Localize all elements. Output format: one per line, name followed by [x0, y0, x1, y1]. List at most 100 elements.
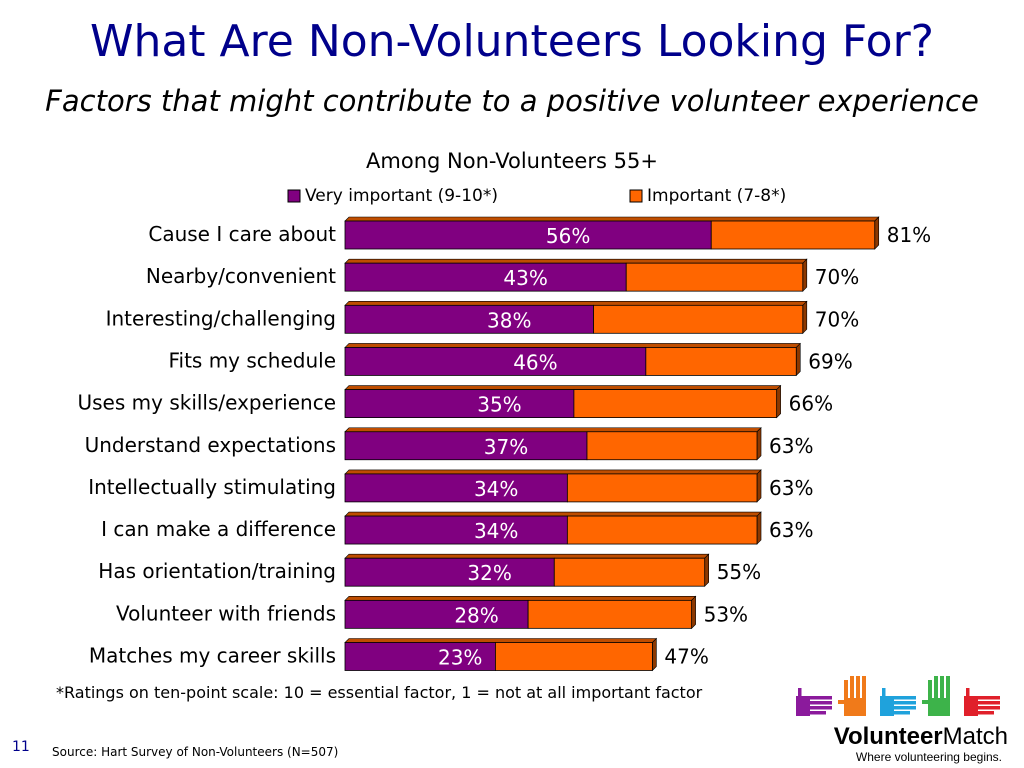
slide-subtitle: Factors that might contribute to a posit… — [45, 84, 979, 118]
hand-shape — [810, 706, 832, 710]
total-value-label: 66% — [789, 392, 833, 416]
bar-very-important — [344, 642, 496, 671]
category-label: Has orientation/training — [98, 559, 336, 583]
category-label: Interesting/challenging — [106, 306, 336, 330]
hand-shape — [880, 696, 894, 716]
total-value-label: 63% — [769, 476, 813, 500]
hand-shape — [796, 696, 810, 716]
hand-shape — [856, 676, 860, 698]
bar-side-face — [756, 511, 762, 545]
bar-top-face — [344, 385, 782, 390]
bar-very-important — [344, 557, 555, 587]
bar-top-face — [344, 216, 880, 222]
legend-swatch — [287, 189, 301, 203]
logo-wordmark: VolunteerMatch — [788, 724, 1008, 750]
bar-side-face — [691, 595, 696, 630]
bar-very-important — [344, 473, 568, 503]
category-label: Cause I care about — [148, 222, 336, 246]
category-label: Matches my career skills — [89, 644, 336, 668]
hand-shape — [810, 696, 832, 700]
category-label: I can make a difference — [101, 517, 336, 541]
hand-shape — [810, 711, 826, 715]
hand-shape — [966, 688, 970, 697]
hand-shape — [928, 698, 950, 716]
hand-shape — [928, 680, 932, 702]
hand-shape — [934, 676, 938, 698]
total-value-label: 53% — [704, 602, 748, 626]
hand-shape — [940, 676, 944, 698]
very-important-value-label: 32% — [467, 561, 511, 585]
bar-top-face — [344, 258, 808, 264]
rating-scale-footnote: *Ratings on ten-point scale: 10 = essent… — [56, 683, 703, 702]
bar-top-face — [344, 427, 762, 433]
logo-brand-bold: Volunteer — [833, 723, 943, 750]
hand-shape — [894, 701, 916, 705]
logo-brand-regular: Match — [942, 723, 1008, 750]
hands-logo-icon — [796, 676, 1000, 716]
very-important-value-label: 37% — [484, 435, 528, 459]
stacked-bar-chart: Among Non-Volunteers 55+ Very important (… — [78, 149, 931, 672]
bar-very-important — [344, 389, 575, 419]
hand-shape — [978, 706, 1000, 710]
bar-important — [573, 389, 778, 419]
total-value-label: 47% — [664, 645, 708, 669]
category-label: Nearby/convenient — [146, 264, 336, 288]
hand-shape — [978, 701, 1000, 705]
very-important-value-label: 34% — [474, 519, 518, 543]
slide-title: What Are Non-Volunteers Looking For? — [89, 16, 935, 67]
bar-very-important — [344, 262, 627, 292]
bar-very-important — [344, 431, 588, 461]
hand-shape — [810, 701, 832, 705]
bar-side-face — [874, 216, 880, 250]
bar-side-face — [795, 342, 801, 377]
bar-very-important — [344, 599, 529, 629]
bar-important — [566, 515, 758, 545]
total-value-label: 69% — [808, 349, 852, 373]
very-important-value-label: 46% — [513, 350, 557, 374]
bar-side-face — [756, 427, 762, 461]
hand-shape — [946, 676, 950, 698]
bar-very-important — [344, 304, 594, 334]
total-value-label: 55% — [717, 560, 761, 584]
bar-top-face — [344, 553, 710, 559]
legend-swatch — [629, 189, 643, 203]
very-important-value-label: 23% — [438, 646, 482, 670]
very-important-value-label: 56% — [546, 224, 590, 248]
category-label: Volunteer with friends — [116, 601, 336, 625]
legend-label: Important (7-8*) — [647, 186, 786, 206]
bar-side-face — [652, 637, 657, 672]
category-label: Intellectually stimulating — [88, 475, 336, 499]
chart-heading: Among Non-Volunteers 55+ — [366, 149, 658, 173]
legend-label: Very important (9-10*) — [305, 186, 498, 206]
bar-important — [625, 262, 804, 292]
hand-shape — [922, 700, 928, 704]
bar-top-face — [344, 343, 801, 348]
total-value-label: 81% — [887, 223, 931, 247]
category-label: Uses my skills/experience — [78, 391, 337, 415]
bar-important — [495, 642, 653, 671]
bar-side-face — [756, 469, 762, 503]
total-value-label: 63% — [769, 518, 813, 542]
bar-side-face — [802, 258, 808, 292]
bar-top-face — [344, 511, 762, 517]
bar-important — [553, 557, 706, 587]
very-important-value-label: 34% — [474, 477, 518, 501]
volunteermatch-logo: VolunteerMatch Where volunteering begins… — [788, 672, 1008, 764]
bar-important — [566, 473, 758, 503]
hand-shape — [838, 700, 844, 704]
hand-shape — [844, 680, 848, 702]
bar-important — [593, 304, 804, 334]
hand-shape — [798, 688, 802, 697]
very-important-value-label: 28% — [454, 603, 498, 627]
hand-shape — [862, 676, 866, 698]
bar-very-important — [344, 220, 712, 250]
bar-important — [586, 431, 758, 461]
very-important-value-label: 38% — [487, 308, 531, 332]
total-value-label: 63% — [769, 434, 813, 458]
bar-top-face — [344, 596, 697, 601]
logo-tagline: Where volunteering begins. — [855, 750, 1002, 764]
hand-shape — [978, 711, 994, 715]
hand-shape — [844, 698, 866, 716]
bar-very-important — [344, 347, 647, 376]
hand-shape — [978, 696, 1000, 700]
